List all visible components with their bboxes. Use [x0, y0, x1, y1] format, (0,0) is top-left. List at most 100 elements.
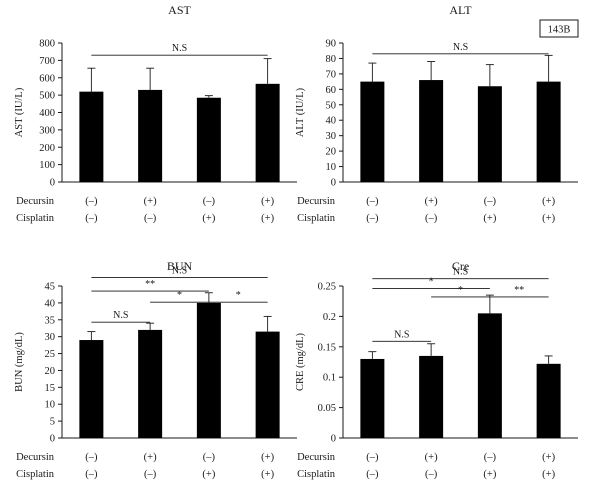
y-tick-label: 10: [45, 400, 56, 411]
y-tick-label: 30: [45, 332, 56, 343]
significance-label: N.S: [453, 267, 468, 278]
bar: [536, 363, 561, 438]
y-tick-label: 100: [39, 160, 55, 171]
y-tick-label: 10: [326, 162, 337, 173]
bar: [360, 81, 385, 182]
significance-label: *: [458, 285, 463, 296]
decursin-value: (–): [85, 196, 98, 207]
bar: [255, 331, 280, 438]
y-tick-label: 400: [39, 108, 55, 119]
y-tick-label: 15: [45, 383, 56, 394]
decursin-value: (–): [366, 196, 379, 207]
bar: [196, 302, 221, 438]
bar: [419, 80, 444, 182]
significance-label: N.S: [394, 329, 409, 340]
row-label-cisplatin: Cisplatin: [297, 213, 336, 224]
y-tick-label: 50: [326, 100, 337, 111]
bar: [79, 340, 104, 438]
bar: [360, 358, 385, 438]
y-tick-label: 20: [326, 147, 337, 158]
cisplatin-value: (+): [542, 213, 555, 224]
decursin-value: (–): [85, 452, 98, 463]
cisplatin-value: (+): [483, 213, 496, 224]
significance-label: *: [429, 276, 434, 287]
y-tick-label: 25: [45, 349, 56, 360]
decursin-value: (–): [484, 196, 497, 207]
significance-label: **: [145, 279, 155, 290]
y-tick-label: 30: [326, 131, 337, 142]
y-tick-label: 90: [326, 39, 337, 50]
decursin-value: (+): [542, 452, 555, 463]
significance-label: **: [514, 285, 524, 296]
y-tick-label: 0: [50, 434, 55, 445]
cisplatin-value: (+): [202, 469, 215, 480]
y-tick-label: 5: [50, 417, 55, 428]
y-tick-label: 20: [45, 366, 56, 377]
y-tick-label: 0.1: [323, 373, 336, 384]
bar: [196, 97, 221, 182]
panel-ast: AST AST (IU/L) 0 100 200 300 400 500 600 700 800 N.…: [14, 3, 297, 224]
y-axis-label: BUN (mg/dL): [14, 332, 25, 392]
decursin-value: (+): [261, 196, 274, 207]
significance-label: N.S: [453, 42, 468, 53]
chart-title: ALT: [449, 3, 472, 17]
decursin-value: (+): [144, 196, 157, 207]
bar: [138, 329, 163, 438]
cisplatin-value: (–): [425, 469, 438, 480]
y-tick-label: 80: [326, 54, 337, 65]
cisplatin-value: (+): [542, 469, 555, 480]
row-label-cisplatin: Cisplatin: [16, 213, 55, 224]
y-tick-label: 0: [331, 434, 336, 445]
y-tick-label: 40: [45, 298, 56, 309]
row-label-cisplatin: Cisplatin: [16, 469, 55, 480]
cisplatin-value: (+): [202, 213, 215, 224]
y-tick-label: 0.05: [318, 403, 336, 414]
row-label-decursin: Decursin: [16, 452, 55, 463]
y-tick-label: 500: [39, 91, 55, 102]
bar: [477, 86, 502, 182]
cisplatin-value: (–): [425, 213, 438, 224]
y-axis-label: CRE (mg/dL): [295, 332, 306, 391]
cisplatin-value: (–): [366, 469, 379, 480]
y-tick-label: 40: [326, 116, 337, 127]
y-tick-label: 600: [39, 73, 55, 84]
bar: [79, 91, 104, 182]
decursin-value: (+): [425, 196, 438, 207]
significance-label: N.S: [172, 43, 187, 54]
panel-alt: ALT ALT (IU/L) 0 10 20 30 40 50 60 70 80 90 N.S Decur…: [295, 3, 578, 224]
decursin-value: (–): [366, 452, 379, 463]
bar: [419, 355, 444, 438]
chart-title: BUN: [167, 259, 193, 273]
y-tick-label: 0: [331, 178, 336, 189]
y-tick-label: 800: [39, 39, 55, 50]
y-axis-label: AST (IU/L): [14, 87, 25, 137]
row-label-decursin: Decursin: [297, 452, 336, 463]
bar: [255, 83, 280, 182]
cisplatin-value: (–): [144, 469, 157, 480]
cisplatin-value: (–): [144, 213, 157, 224]
decursin-value: (–): [203, 452, 216, 463]
y-tick-label: 700: [39, 56, 55, 67]
y-axis-label: ALT (IU/L): [295, 87, 306, 137]
badge-box: [539, 19, 579, 38]
y-tick-label: 0.15: [318, 342, 336, 353]
row-label-cisplatin: Cisplatin: [297, 469, 336, 480]
badge: 143B: [539, 19, 579, 38]
decursin-value: (–): [203, 196, 216, 207]
significance-label: *: [177, 290, 182, 301]
decursin-value: (+): [425, 452, 438, 463]
cisplatin-value: (–): [85, 469, 98, 480]
row-label-decursin: Decursin: [16, 196, 55, 207]
chart-title: Cre: [452, 259, 469, 273]
y-tick-label: 60: [326, 85, 337, 96]
significance-label: N.S: [113, 310, 128, 321]
y-tick-label: 0: [50, 178, 55, 189]
y-tick-label: 45: [45, 282, 56, 293]
y-tick-label: 300: [39, 125, 55, 136]
cisplatin-value: (+): [261, 469, 274, 480]
y-tick-label: 0.25: [318, 282, 336, 293]
decursin-value: (+): [542, 196, 555, 207]
